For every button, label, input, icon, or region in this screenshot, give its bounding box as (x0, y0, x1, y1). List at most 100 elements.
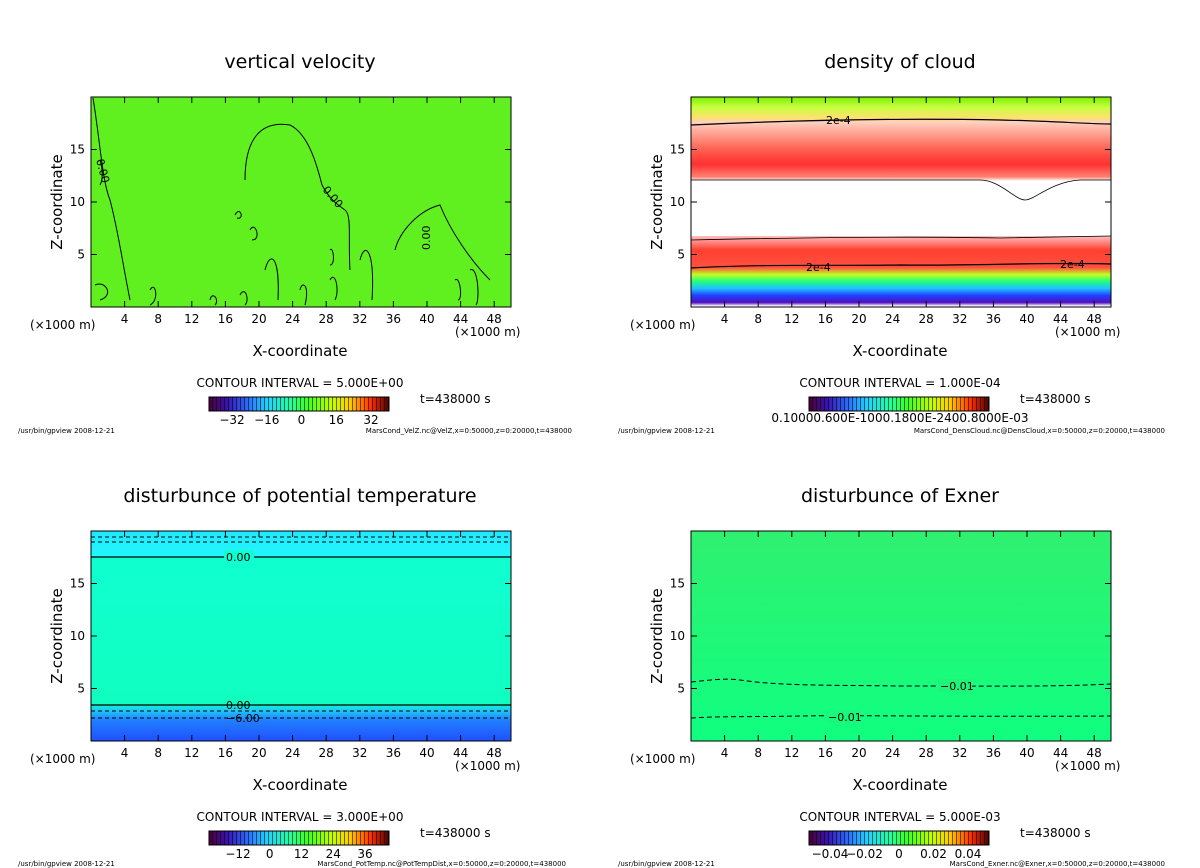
colorbar-ticks: −0.04−0.02 0 0.02 0.04 (812, 847, 982, 861)
contour-line (690, 118, 1112, 126)
contour-interval: CONTOUR INTERVAL = 5.000E-03 (799, 810, 1000, 824)
x-tick-label: 28 (919, 746, 934, 760)
footer-source: MarsCond_PotTemp.nc@PotTempDist,x=0:5000… (317, 860, 566, 868)
y-axis-label: Z-coordinate (48, 154, 66, 249)
colorbar-tick-label: 24 (326, 847, 341, 861)
colorbar-ticks: −32 −16 0 16 32 (219, 413, 378, 427)
panel-exner: disturbunce of Exner −0.01 −0.01 4 8 12 16 2… (618, 485, 1165, 868)
contour-interval: CONTOUR INTERVAL = 5.000E+00 (197, 376, 404, 390)
panel-vertical-velocity: vertical velocity 0.00 0.00 0.00 4 8 12 16 2… (18, 51, 572, 435)
panel-potential-temperature: disturbunce of potential temperature 0.0… (18, 485, 566, 868)
plot-area (91, 97, 511, 307)
contour-label: 0.00 (420, 226, 433, 251)
colorbar-tick-label: 0 (895, 847, 903, 861)
y-ticks: 5 10 15 (70, 143, 511, 262)
x-tick-label: 28 (919, 312, 934, 326)
footer-left: /usr/bin/gpview 2008-12-21 (618, 427, 715, 435)
x-tick-label: 36 (386, 312, 401, 326)
contour-line (691, 179, 1111, 201)
footer-source: MarsCond_VelZ.nc@VelZ,x=0:50000,z=0:2000… (366, 427, 572, 435)
x-tick-label: 28 (319, 746, 334, 760)
x-tick-label: 32 (952, 312, 967, 326)
x-tick-label: 44 (453, 746, 468, 760)
contour-line (690, 235, 1112, 241)
label-bg (826, 710, 860, 723)
x-unit-left: (×1000 m) (630, 318, 695, 332)
x-axis-label: X-coordinate (853, 776, 948, 794)
contour-label: −0.01 (940, 680, 974, 693)
contour-lines (92, 97, 491, 306)
label-bg (224, 550, 254, 563)
contour-interval: CONTOUR INTERVAL = 3.000E+00 (197, 810, 404, 824)
y-tick-label: 15 (70, 577, 85, 591)
colorbar-tick-label: −12 (225, 847, 250, 861)
x-tick-label: 40 (419, 312, 434, 326)
footer-source: MarsCond_Exner.nc@Exner,x=0:50000,z=0:20… (950, 860, 1165, 868)
colorbar-tick-label: 16 (329, 413, 344, 427)
chart-title: disturbunce of potential temperature (123, 485, 476, 507)
plot-area (691, 531, 1111, 741)
colorbar-tick-label: −16 (254, 413, 279, 427)
x-unit-right: (×1000 m) (1055, 759, 1120, 773)
footer-left: /usr/bin/gpview 2008-12-21 (18, 427, 115, 435)
x-tick-label: 48 (1087, 312, 1102, 326)
colorbar-tick-label: 0.02 (920, 847, 947, 861)
x-ticks: 4 8 12 16 20 24 28 32 36 40 44 48 (121, 97, 502, 326)
x-tick-label: 32 (352, 746, 367, 760)
x-tick-label: 36 (386, 746, 401, 760)
x-unit-left: (×1000 m) (30, 752, 95, 766)
colorbar-tick-label: 32 (363, 413, 378, 427)
contour-label: 0.00 (93, 157, 112, 184)
x-unit-right: (×1000 m) (455, 759, 520, 773)
x-tick-label: 28 (319, 312, 334, 326)
x-tick-label: 8 (154, 746, 162, 760)
chart-title: density of cloud (824, 51, 976, 73)
footer-source: MarsCond_DensCloud.nc@DensCloud,x=0:5000… (914, 427, 1165, 435)
contour-label: 0.00 (226, 551, 251, 564)
x-unit-right: (×1000 m) (1055, 325, 1120, 339)
footer-left: /usr/bin/gpview 2008-12-21 (18, 860, 115, 868)
colorbar-frame (808, 830, 990, 846)
x-tick-label: 8 (754, 312, 762, 326)
colorbar-tick-label: 0.04 (955, 847, 982, 861)
x-tick-label: 4 (721, 746, 729, 760)
x-ticks: 4 8 12 16 20 24 28 32 36 40 44 48 (721, 531, 1102, 760)
contour-line (690, 262, 1112, 269)
y-tick-label: 15 (670, 143, 685, 157)
x-tick-label: 24 (885, 746, 900, 760)
colorbar-tick-labels: 0.10000.600E-1000.1800E-2400.8000E-03 (771, 411, 1028, 425)
x-tick-label: 36 (986, 746, 1001, 760)
y-tick-label: 15 (70, 143, 85, 157)
chart-title: disturbunce of Exner (801, 485, 999, 507)
x-unit-right: (×1000 m) (455, 325, 520, 339)
x-tick-label: 48 (1087, 746, 1102, 760)
y-ticks: 5 10 15 (670, 577, 1111, 696)
x-tick-label: 48 (487, 312, 502, 326)
y-axis-label: Z-coordinate (648, 588, 666, 683)
x-axis-label: X-coordinate (253, 776, 348, 794)
plot-area (91, 531, 511, 741)
x-tick-label: 48 (487, 746, 502, 760)
x-tick-label: 12 (184, 312, 199, 326)
x-tick-label: 4 (121, 746, 129, 760)
colorbar-tick-label: −0.04 (812, 847, 849, 861)
y-tick-label: 5 (677, 248, 685, 262)
contour-label: −6.00 (226, 712, 260, 725)
footer-left: /usr/bin/gpview 2008-12-21 (618, 860, 715, 868)
x-ticks: 4 8 12 16 20 24 28 32 36 40 44 48 (121, 531, 502, 760)
colorbar-tick-label: 36 (357, 847, 372, 861)
colorbar-frame (208, 396, 390, 412)
time-label: t=438000 s (1020, 826, 1091, 840)
time-label: t=438000 s (1020, 392, 1091, 406)
y-axis-label: Z-coordinate (48, 588, 66, 683)
colorbar-tick-label: 0 (266, 847, 274, 861)
x-tick-label: 24 (885, 312, 900, 326)
label-bg (938, 679, 972, 692)
contour-label: 2e-4 (806, 261, 831, 274)
y-tick-label: 10 (70, 629, 85, 643)
x-axis-label: X-coordinate (853, 342, 948, 360)
contour-interval: CONTOUR INTERVAL = 1.000E-04 (799, 376, 1000, 390)
x-tick-label: 8 (754, 746, 762, 760)
contour-line (690, 678, 1112, 687)
